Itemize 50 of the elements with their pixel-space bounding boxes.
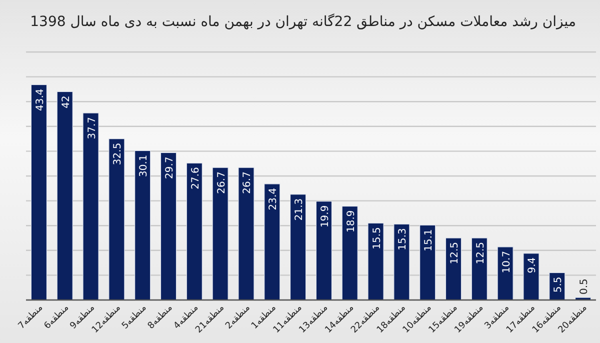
chart-title: میزان رشد معاملات مسکن در مناطق 22گانه تهران در بهمن ماه نسبت به دی ماه سال 1398 [29, 14, 576, 30]
x-tick-label: 19منطقه [453, 302, 486, 336]
data-label: 12.5 [475, 242, 486, 264]
x-tick-label: 2منطقه [224, 302, 252, 332]
data-label: 5.5 [553, 276, 564, 293]
data-label: 43.4 [34, 88, 46, 111]
data-label: 27.6 [190, 167, 202, 190]
data-label: 26.7 [242, 172, 254, 194]
data-label: 23.4 [268, 188, 280, 210]
bar [134, 150, 151, 300]
data-label: 37.7 [86, 117, 98, 140]
data-label: 0.5 [579, 278, 590, 295]
data-label: 29.7 [164, 156, 176, 179]
x-tick-label: 8منطقه [146, 302, 175, 332]
bar [471, 238, 488, 300]
bar [445, 238, 462, 300]
bar [368, 222, 384, 300]
bar [290, 194, 306, 300]
data-label: 15.1 [424, 229, 435, 252]
data-label: 18.9 [346, 210, 357, 233]
bar [212, 167, 228, 300]
bar [30, 84, 48, 300]
data-label: 42 [60, 96, 72, 108]
bar [238, 167, 254, 300]
data-label: 12.5 [450, 242, 460, 264]
bar [420, 224, 436, 300]
bar [56, 91, 73, 300]
bar [523, 253, 540, 300]
bar [394, 224, 410, 300]
data-label: 26.7 [216, 172, 228, 194]
x-tick-label: 6منطقه [42, 302, 72, 332]
bar [186, 162, 202, 300]
data-label: 10.7 [501, 250, 512, 274]
bar [497, 246, 514, 300]
data-label: 30.1 [138, 154, 150, 177]
bar [108, 138, 125, 300]
x-tick-label: 7منطقه [16, 302, 46, 332]
data-label: 32.5 [112, 142, 124, 166]
data-label: 21.3 [294, 198, 306, 221]
data-label: 9.4 [527, 257, 538, 274]
x-tick-label: 5منطقه [120, 302, 149, 332]
bar [160, 152, 177, 300]
bar [316, 200, 332, 300]
bar [264, 184, 280, 300]
data-label: 15.3 [398, 228, 409, 250]
bar [82, 112, 99, 300]
data-label: 19.9 [320, 205, 331, 228]
bar [342, 206, 358, 300]
data-label: 15.5 [372, 227, 383, 250]
x-tick-label: 12منطقه [90, 302, 123, 336]
